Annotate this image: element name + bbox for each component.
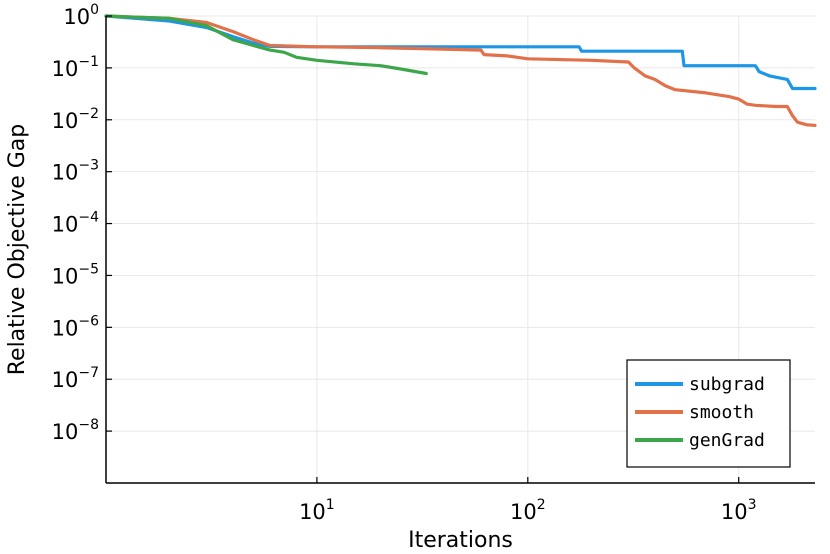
x-tick-exponent: 1	[326, 497, 335, 513]
series-line-subgrad	[104, 14, 817, 91]
x-tick-exponent: 2	[537, 497, 546, 513]
y-tick-label: 10−3	[52, 158, 99, 185]
legend: subgrad smooth genGrad	[626, 359, 791, 468]
y-tick-exponent: −8	[78, 417, 99, 433]
y-tick-exponent: −2	[78, 106, 99, 122]
y-tick-exponent: −6	[78, 313, 99, 329]
y-tick-exponent: −5	[78, 261, 99, 277]
y-tick-base: 10	[52, 368, 79, 392]
legend-label-genGrad: genGrad	[689, 430, 765, 451]
y-tick-label: 10−4	[52, 210, 99, 237]
y-tick-base: 10	[63, 5, 90, 29]
y-tick-base: 10	[52, 161, 79, 185]
x-tick-exponent: 3	[748, 497, 757, 513]
x-tick-base: 10	[721, 500, 748, 524]
tick-labels: 101 102 10310010−110−210−310−410−510−610−7…	[52, 2, 757, 524]
legend-label-smooth: smooth	[689, 402, 754, 423]
x-tick-base: 10	[299, 500, 326, 524]
y-tick-exponent: −3	[78, 158, 99, 174]
series-line-genGrad	[104, 14, 428, 76]
x-tick-base: 10	[510, 500, 537, 524]
y-tick-exponent: −7	[78, 365, 99, 381]
legend-label-subgrad: subgrad	[689, 374, 765, 395]
y-tick-base: 10	[52, 109, 79, 133]
y-tick-base: 10	[52, 57, 79, 81]
y-tick-label: 10−2	[52, 106, 99, 133]
y-tick-label: 10−5	[52, 261, 99, 288]
y-tick-label: 10−6	[52, 313, 99, 340]
x-tick-label: 103	[721, 497, 757, 524]
x-tick-label: 102	[510, 497, 546, 524]
y-tick-label: 10−8	[52, 417, 99, 444]
y-axis-label: Relative Objective Gap	[5, 124, 30, 376]
series-layer	[104, 14, 817, 127]
y-tick-label: 100	[63, 2, 99, 29]
y-tick-label: 10−1	[52, 54, 99, 81]
x-axis-label: Iterations	[408, 528, 513, 553]
y-tick-base: 10	[52, 316, 79, 340]
series-line-smooth	[104, 14, 817, 127]
y-tick-base: 10	[52, 213, 79, 237]
y-tick-exponent: 0	[90, 2, 99, 18]
axes	[105, 15, 815, 484]
y-tick-label: 10−7	[52, 365, 99, 392]
y-tick-base: 10	[52, 264, 79, 288]
y-tick-exponent: −4	[78, 210, 99, 226]
y-tick-exponent: −1	[78, 54, 99, 70]
y-tick-base: 10	[52, 420, 79, 444]
x-tick-label: 101	[299, 497, 335, 524]
grid	[106, 15, 815, 483]
